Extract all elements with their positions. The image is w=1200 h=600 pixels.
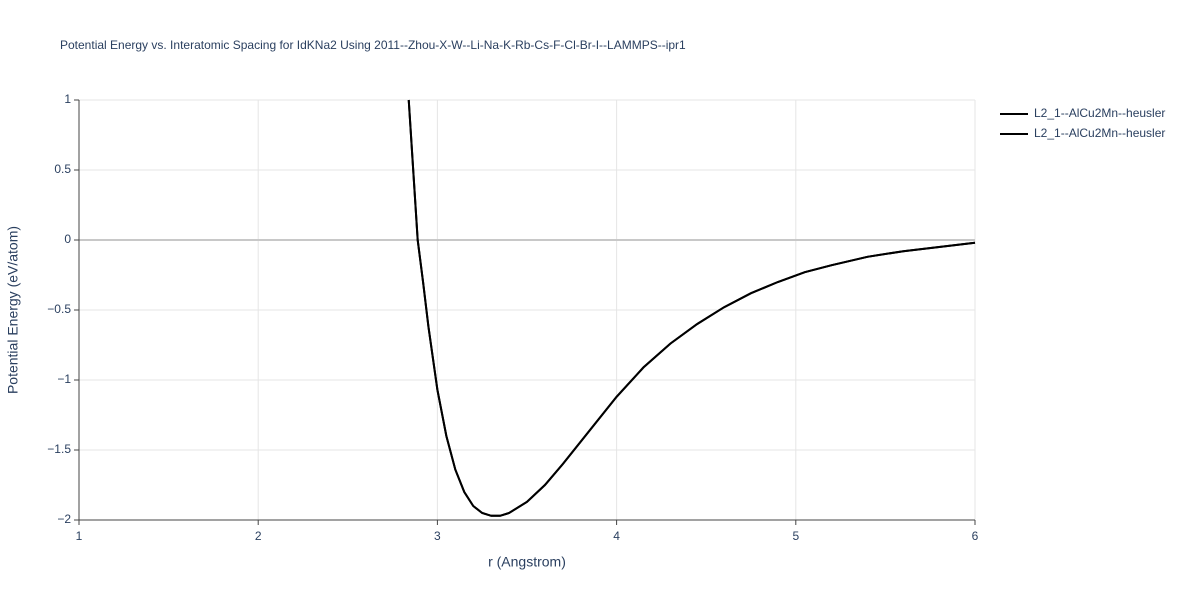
y-tick-label: −0.5 xyxy=(47,302,71,316)
y-axis-label: Potential Energy (eV/atom) xyxy=(5,226,21,394)
x-tick-label: 3 xyxy=(434,529,441,543)
chart-title: Potential Energy vs. Interatomic Spacing… xyxy=(60,38,686,52)
y-tick-label: −2 xyxy=(57,512,71,526)
y-tick-label: −1 xyxy=(57,372,71,386)
x-tick-label: 4 xyxy=(613,529,620,543)
x-tick-label: 5 xyxy=(792,529,799,543)
x-tick-label: 1 xyxy=(76,529,83,543)
x-tick-label: 6 xyxy=(972,529,979,543)
series-line xyxy=(407,99,976,517)
y-tick-label: 1 xyxy=(64,92,71,106)
y-tick-label: 0.5 xyxy=(54,162,71,176)
y-tick-label: −1.5 xyxy=(47,442,71,456)
x-tick-label: 2 xyxy=(255,529,262,543)
legend-label: L2_1--AlCu2Mn--heusler xyxy=(1034,126,1165,140)
x-axis-label: r (Angstrom) xyxy=(488,554,566,570)
y-tick-label: 0 xyxy=(64,232,71,246)
legend-label: L2_1--AlCu2Mn--heusler xyxy=(1034,106,1165,120)
series-line xyxy=(407,99,976,517)
